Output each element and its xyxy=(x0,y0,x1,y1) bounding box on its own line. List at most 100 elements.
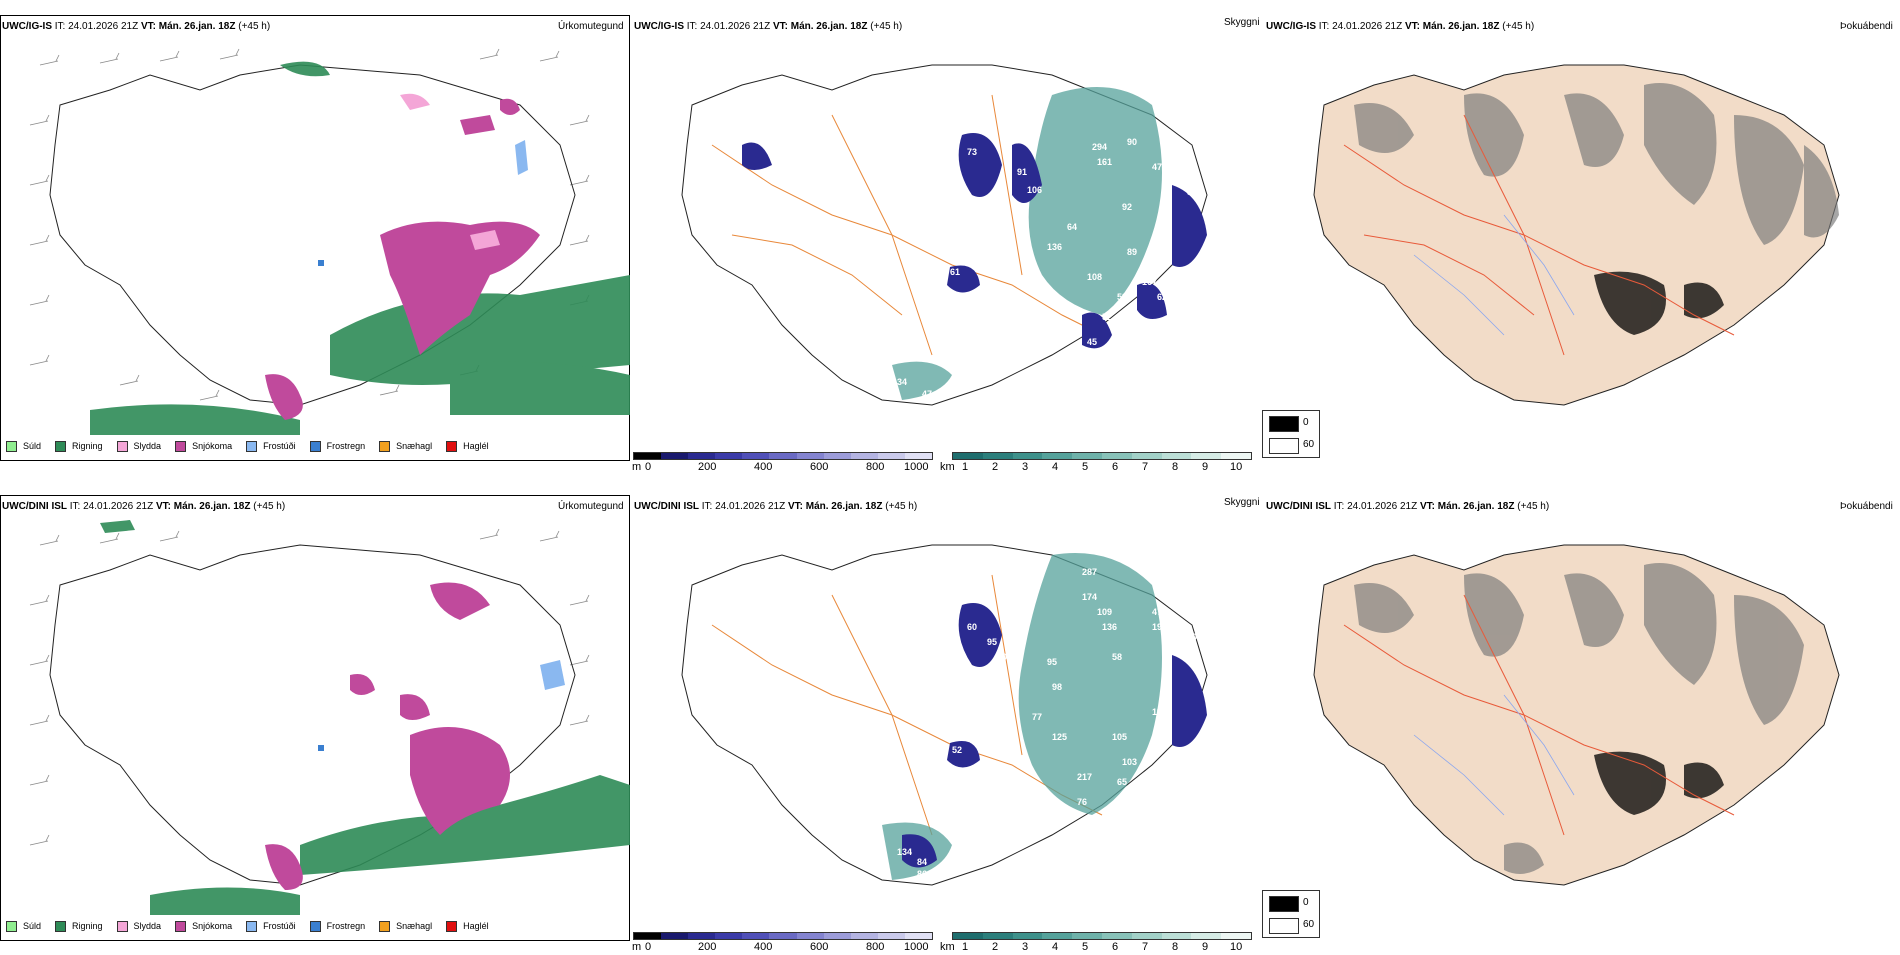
visibility-panel: UWC/IG-IS IT: 24.01.2026 21Z VT: Mán. 26… xyxy=(632,15,1264,473)
precip-map xyxy=(29,48,630,435)
svg-text:58: 58 xyxy=(1112,652,1122,662)
snow-areas xyxy=(265,582,510,890)
precip-map xyxy=(29,520,630,915)
visibility-map: 60 95 104 95 98 125 105 103 217 65 76 77… xyxy=(681,544,1208,886)
svg-text:52: 52 xyxy=(952,745,962,755)
svg-text:161: 161 xyxy=(1097,157,1112,167)
svg-text:73: 73 xyxy=(967,147,977,157)
fog-areas xyxy=(1354,563,1804,874)
svg-text:106: 106 xyxy=(1027,185,1042,195)
svg-text:95: 95 xyxy=(1047,657,1057,667)
legend-item: Haglél xyxy=(446,440,489,452)
svg-text:136: 136 xyxy=(1047,242,1062,252)
low-ceiling-areas xyxy=(742,133,1207,349)
legend-item: Súld xyxy=(6,440,41,452)
fog-map xyxy=(1313,544,1840,886)
svg-text:47: 47 xyxy=(1152,162,1162,172)
svg-text:95: 95 xyxy=(987,637,997,647)
precip-legend: Súld Rigning Slydda Snjókoma Frostúði Fr… xyxy=(6,439,503,453)
svg-text:19: 19 xyxy=(1152,622,1162,632)
low-ceiling-areas xyxy=(902,603,1207,868)
visibility-colorbar xyxy=(952,452,1252,460)
svg-text:45: 45 xyxy=(1087,337,1097,347)
ceiling-colorbar xyxy=(633,452,933,460)
roads xyxy=(1343,594,1735,836)
svg-text:76: 76 xyxy=(1187,172,1197,182)
panel-header: UWC/DINI ISL IT: 24.01.2026 21Z VT: Mán.… xyxy=(2,501,286,512)
svg-text:108: 108 xyxy=(1087,272,1102,282)
legend-item: Frostregn xyxy=(309,440,365,452)
legend-item: Snæhagl xyxy=(379,920,432,932)
precip-title: Úrkomutegund xyxy=(558,21,624,32)
legend-item: Snjókoma xyxy=(175,440,232,452)
visibility-map: 73 91 106 64 136 108 89 167 59 62 52 45 … xyxy=(681,64,1208,406)
low-visibility-areas xyxy=(882,553,1162,880)
fog-title: Þokuábendi xyxy=(1840,21,1893,32)
ceiling-colorbar xyxy=(633,932,933,940)
svg-text:115: 115 xyxy=(1152,707,1167,717)
precip-title: Úrkomutegund xyxy=(558,501,624,512)
svg-text:98: 98 xyxy=(1052,682,1062,692)
svg-text:217: 217 xyxy=(1077,772,1092,782)
svg-text:61: 61 xyxy=(950,267,960,277)
legend-item: Frostregn xyxy=(309,920,365,932)
row-dini-isl: UWC/DINI ISL IT: 24.01.2026 21Z VT: Mán.… xyxy=(0,480,1900,955)
legend-item: Snjókoma xyxy=(175,920,232,932)
svg-text:77: 77 xyxy=(1032,712,1042,722)
svg-text:104: 104 xyxy=(997,652,1012,662)
svg-text:52: 52 xyxy=(1102,312,1112,322)
rivers xyxy=(1413,214,1575,336)
svg-text:105: 105 xyxy=(1112,732,1127,742)
svg-text:47: 47 xyxy=(922,389,932,399)
svg-text:167: 167 xyxy=(1142,277,1157,287)
svg-text:109: 109 xyxy=(1097,607,1112,617)
legend-item: Slydda xyxy=(116,440,161,452)
svg-text:287: 287 xyxy=(1082,567,1097,577)
legend-item: Frostúði xyxy=(246,920,296,932)
precip-legend: Súld Rigning Slydda Snjókoma Frostúði Fr… xyxy=(6,919,503,933)
legend-item: Rigning xyxy=(55,920,103,932)
panel-header: UWC/DINI ISL IT: 24.01.2026 21Z VT: Mán.… xyxy=(634,501,918,512)
low-visibility-areas xyxy=(892,87,1162,400)
fog-panel: UWC/IG-IS IT: 24.01.2026 21Z VT: Mán. 26… xyxy=(1264,15,1900,470)
svg-text:134: 134 xyxy=(897,847,912,857)
svg-text:294: 294 xyxy=(1092,142,1107,152)
wind-barbs xyxy=(29,528,590,846)
legend-item: Haglél xyxy=(446,920,489,932)
rivers xyxy=(1413,694,1575,816)
visibility-title: Skyggni xyxy=(1224,497,1260,508)
roads xyxy=(711,94,1103,356)
freezing-drizzle-areas xyxy=(515,140,528,175)
roads xyxy=(1343,114,1735,356)
visibility-title: Skyggni xyxy=(1224,17,1260,28)
svg-text:103: 103 xyxy=(1122,757,1137,767)
svg-text:174: 174 xyxy=(1082,592,1097,602)
panel-header: UWC/IG-IS IT: 24.01.2026 21Z VT: Mán. 26… xyxy=(1266,21,1535,32)
panel-header: UWC/IG-IS IT: 24.01.2026 21Z VT: Mán. 26… xyxy=(634,21,903,32)
legend-item: Rigning xyxy=(55,440,103,452)
fog-panel: UWC/DINI ISL IT: 24.01.2026 21Z VT: Mán.… xyxy=(1264,495,1900,950)
svg-text:64: 64 xyxy=(1067,222,1077,232)
svg-text:134: 134 xyxy=(892,377,907,387)
fog-legend: 0 60 xyxy=(1262,410,1320,458)
panel-header: UWC/IG-IS IT: 24.01.2026 21Z VT: Mán. 26… xyxy=(2,21,271,32)
precip-type-panel: UWC/IG-IS IT: 24.01.2026 21Z VT: Mán. 26… xyxy=(0,15,632,470)
legend-item: Snæhagl xyxy=(379,440,432,452)
sleet-areas xyxy=(400,93,500,250)
fog-areas xyxy=(1354,83,1839,245)
svg-text:90: 90 xyxy=(1127,137,1137,147)
svg-text:89: 89 xyxy=(1127,247,1137,257)
ceiling-values: 73 91 106 64 136 108 89 167 59 62 52 45 … xyxy=(892,137,1197,399)
svg-text:91: 91 xyxy=(1017,167,1027,177)
panel-header: UWC/DINI ISL IT: 24.01.2026 21Z VT: Mán.… xyxy=(1266,501,1550,512)
snow-areas xyxy=(265,98,540,420)
fog-title: Þokuábendi xyxy=(1840,501,1893,512)
svg-text:59: 59 xyxy=(1117,292,1127,302)
svg-text:60: 60 xyxy=(1187,632,1197,642)
visibility-panel: UWC/DINI ISL IT: 24.01.2026 21Z VT: Mán.… xyxy=(632,495,1264,953)
svg-text:62: 62 xyxy=(1157,292,1167,302)
svg-text:84: 84 xyxy=(917,857,927,867)
svg-text:76: 76 xyxy=(1077,797,1087,807)
svg-text:60: 60 xyxy=(967,622,977,632)
legend-item: Frostúði xyxy=(246,440,296,452)
